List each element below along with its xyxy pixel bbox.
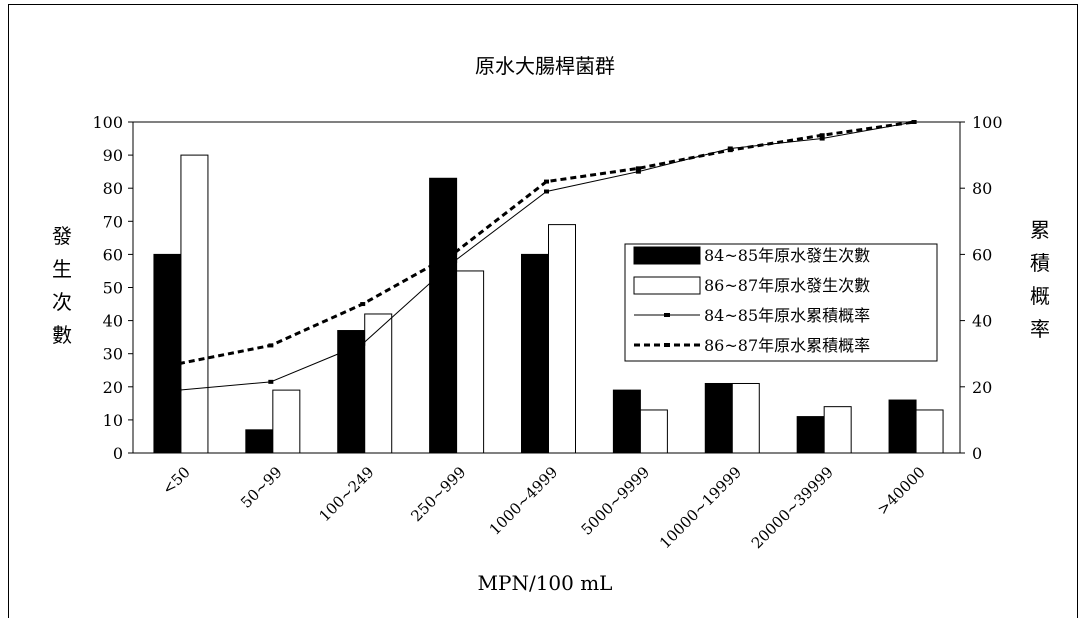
- line-point: [544, 189, 549, 194]
- x-tick-label: 50~99: [237, 463, 286, 512]
- chart-frame: [8, 4, 1078, 618]
- lines: [176, 120, 917, 393]
- bars: [153, 154, 944, 454]
- x-axis-title: MPN/100 mL: [478, 571, 613, 595]
- legend-label: 86~87年原水累積概率: [704, 336, 870, 355]
- bar-series-a: [888, 399, 917, 454]
- line-point: [360, 302, 366, 307]
- x-tick-label: 5000~9999: [578, 463, 654, 539]
- x-axis-ticks: <50 50~99 100~249 250~999 1000~4999 5000~9999…: [159, 463, 929, 552]
- bar-series-a: [521, 253, 549, 454]
- line-point: [452, 259, 458, 264]
- legend: 84~85年原水發生次數 86~87年原水發生次數 84~85年原水累積概率 86~8…: [624, 243, 938, 362]
- bar-series-b: [456, 270, 485, 454]
- y2-tick-label: 20: [972, 378, 992, 397]
- x-tick-label: <50: [159, 463, 194, 498]
- y2-tick-label: 40: [972, 312, 992, 331]
- line-point: [911, 120, 917, 124]
- legend-label: 86~87年原水發生次數: [704, 276, 870, 295]
- legend-label: 84~85年原水累積概率: [704, 306, 870, 325]
- y-tick-label: 20: [103, 378, 123, 397]
- bar-series-b: [823, 406, 852, 454]
- line-point: [452, 250, 458, 255]
- y2-tick-label: 60: [972, 245, 992, 264]
- bar-series-b: [548, 224, 576, 454]
- x-tick-label: 20000~39999: [748, 463, 837, 552]
- y-tick-label: 50: [103, 279, 123, 298]
- y-tick-label: 90: [103, 146, 123, 165]
- line-point: [176, 388, 182, 393]
- legend-label: 84~85年原水發生次數: [704, 246, 870, 265]
- line-point: [819, 133, 825, 138]
- y-axis-title: 發生次數: [52, 224, 72, 347]
- line-point: [360, 341, 366, 346]
- y-tick-label: 100: [92, 113, 123, 132]
- bar-series-a: [153, 253, 182, 454]
- bar-series-b: [180, 154, 209, 454]
- line-point: [268, 379, 274, 384]
- line-point: [635, 166, 641, 171]
- legend-swatch: [633, 246, 701, 265]
- chart-title: 原水大腸桿菌群: [475, 54, 615, 78]
- y-tick-label: 80: [103, 179, 123, 198]
- bar-series-a: [429, 177, 458, 454]
- y-tick-label: 30: [103, 345, 123, 364]
- line-point: [727, 148, 733, 153]
- y2-axis-title: 累積概率: [1030, 218, 1050, 341]
- x-tick-label: 100~249: [315, 463, 377, 525]
- y-tick-label: 40: [103, 312, 123, 331]
- bar-series-b: [915, 409, 944, 454]
- bar-series-a: [612, 389, 641, 454]
- legend-swatch: [633, 276, 701, 295]
- line-point: [819, 136, 825, 141]
- bar-series-a: [704, 382, 733, 454]
- x-tick-label: 10000~19999: [656, 463, 745, 552]
- y-tick-label: 10: [103, 411, 123, 430]
- bar-series-a: [796, 416, 825, 454]
- line-point: [268, 343, 274, 348]
- y-axis-ticks: 0 10 20 30 40 50 60 70 80 90 100: [92, 113, 133, 463]
- bar-series-b: [272, 389, 301, 454]
- bar-series-b: [731, 382, 760, 454]
- line-point: [176, 361, 182, 366]
- y2-axis-ticks: 0 20 40 60 80 100: [960, 113, 1003, 463]
- y-tick-label: 0: [113, 444, 123, 463]
- y-tick-label: 60: [103, 245, 123, 264]
- line-point: [635, 169, 641, 174]
- legend-marker: [664, 343, 670, 347]
- bar-series-a: [245, 429, 274, 454]
- line-point: [544, 179, 549, 184]
- x-tick-label: 1000~4999: [486, 463, 562, 539]
- y2-tick-label: 80: [972, 179, 992, 198]
- y2-tick-label: 0: [972, 444, 982, 463]
- x-tick-label: 250~999: [407, 463, 469, 525]
- legend-marker: [664, 313, 670, 317]
- y2-tick-label: 100: [972, 113, 1003, 132]
- y-tick-label: 70: [103, 212, 123, 231]
- bar-series-b: [639, 409, 668, 454]
- x-tick-label: >40000: [874, 463, 929, 518]
- bar-series-b: [364, 313, 393, 454]
